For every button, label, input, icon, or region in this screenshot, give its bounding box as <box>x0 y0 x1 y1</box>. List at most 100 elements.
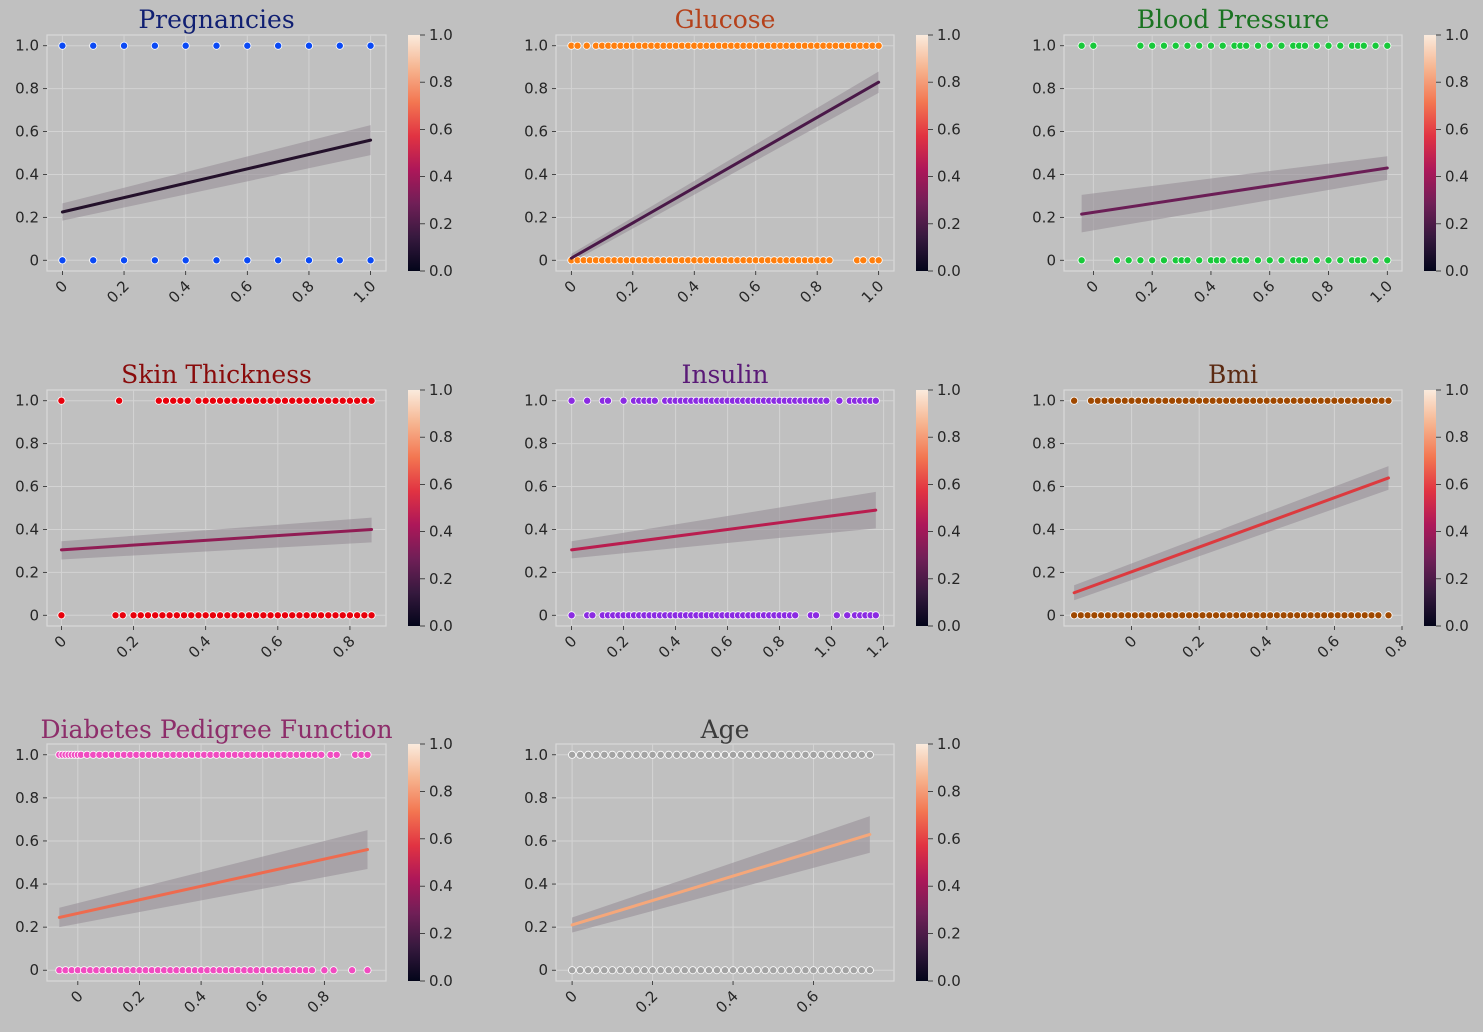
data-point <box>1357 396 1366 405</box>
data-point <box>335 41 344 50</box>
data-point <box>252 611 261 620</box>
data-point <box>230 396 239 405</box>
colorbar-tick-label: 0.8 <box>937 73 961 91</box>
data-point <box>761 966 770 975</box>
data-point <box>243 256 252 265</box>
data-point <box>874 41 883 50</box>
data-point <box>288 611 297 620</box>
colorbar-tick-label: 0.8 <box>937 782 961 800</box>
data-point <box>568 750 577 759</box>
colorbar-tick-label: 0.2 <box>429 570 453 588</box>
data-point <box>825 966 834 975</box>
data-point <box>366 41 375 50</box>
data-point <box>777 966 786 975</box>
data-point <box>600 966 609 975</box>
data-point <box>212 41 221 50</box>
data-point <box>1316 396 1325 405</box>
data-point <box>567 611 576 620</box>
data-point <box>745 750 754 759</box>
data-point <box>1296 396 1305 405</box>
colorbar-tick-label: 0.8 <box>1445 73 1469 91</box>
data-point <box>1161 396 1170 405</box>
y-tick-label: 0.2 <box>524 918 548 936</box>
panel-title: Blood Pressure <box>1137 5 1330 34</box>
y-tick-label: 0 <box>1046 606 1056 624</box>
data-point <box>230 611 239 620</box>
data-point <box>1070 396 1079 405</box>
y-tick-label: 1.0 <box>524 37 548 55</box>
y-tick-label: 0 <box>29 251 39 269</box>
data-point <box>1312 41 1321 50</box>
data-point <box>176 396 185 405</box>
colorbar <box>916 744 928 981</box>
colorbar-tick-label: 1.0 <box>429 735 453 753</box>
data-point <box>1239 611 1248 620</box>
data-point <box>809 966 818 975</box>
data-point <box>274 256 283 265</box>
y-tick-label: 0.2 <box>524 208 548 226</box>
data-point <box>143 611 152 620</box>
data-point <box>809 750 818 759</box>
data-point <box>712 750 721 759</box>
data-point <box>849 750 858 759</box>
regression-line <box>57 848 370 919</box>
colorbar <box>408 390 420 626</box>
plot-area <box>1063 389 1403 627</box>
data-point <box>1313 611 1322 620</box>
data-point <box>616 750 625 759</box>
data-point <box>1178 611 1187 620</box>
data-point <box>664 966 673 975</box>
data-point <box>288 396 297 405</box>
data-point <box>721 750 730 759</box>
data-point <box>274 41 283 50</box>
data-point <box>1191 611 1200 620</box>
data-point <box>1127 396 1136 405</box>
colorbar-tick-label: 0.6 <box>937 475 961 493</box>
data-point <box>150 41 159 50</box>
data-point <box>1343 396 1352 405</box>
data-point <box>1087 396 1096 405</box>
data-point <box>58 256 67 265</box>
data-point <box>180 611 189 620</box>
data-point <box>1134 396 1143 405</box>
data-point <box>332 750 341 759</box>
y-tick-label: 0.4 <box>1032 165 1056 183</box>
data-point <box>237 396 246 405</box>
data-point <box>338 611 347 620</box>
data-point <box>243 41 252 50</box>
panel-title: Diabetes Pedigree Function <box>40 715 392 744</box>
y-tick-label: 0.4 <box>524 520 548 538</box>
data-point <box>576 966 585 975</box>
data-point <box>1276 396 1285 405</box>
data-point <box>1245 611 1254 620</box>
data-point <box>1070 611 1079 620</box>
data-point <box>120 256 129 265</box>
y-tick-label: 0.8 <box>524 80 548 98</box>
data-point <box>1222 396 1231 405</box>
panel-age: 00.20.40.60.81.00 0.2 0.4 0.6Age0.00.20.40.… <box>524 715 961 1017</box>
data-point <box>1185 611 1194 620</box>
colorbar-tick-label: 0.2 <box>1445 570 1469 588</box>
colorbar-tick-label: 0.6 <box>937 120 961 138</box>
data-point <box>1198 611 1207 620</box>
panel-title: Glucose <box>675 5 776 34</box>
data-point <box>1256 396 1265 405</box>
data-point <box>785 966 794 975</box>
data-point <box>1384 611 1393 620</box>
data-point <box>1130 611 1139 620</box>
data-point <box>1174 396 1183 405</box>
data-point <box>273 611 282 620</box>
y-tick-label: 0 <box>29 606 39 624</box>
colorbar-tick-label: 0.8 <box>1445 428 1469 446</box>
colorbar-tick-label: 1.0 <box>1445 26 1469 44</box>
colorbar-tick-label: 0.4 <box>429 877 453 895</box>
data-point <box>1340 611 1349 620</box>
colorbar-tick-label: 0.2 <box>429 215 453 233</box>
data-point <box>1148 256 1157 265</box>
data-point <box>592 966 601 975</box>
colorbar <box>1424 390 1436 626</box>
colorbar-tick-label: 0.2 <box>937 215 961 233</box>
data-point <box>1310 396 1319 405</box>
